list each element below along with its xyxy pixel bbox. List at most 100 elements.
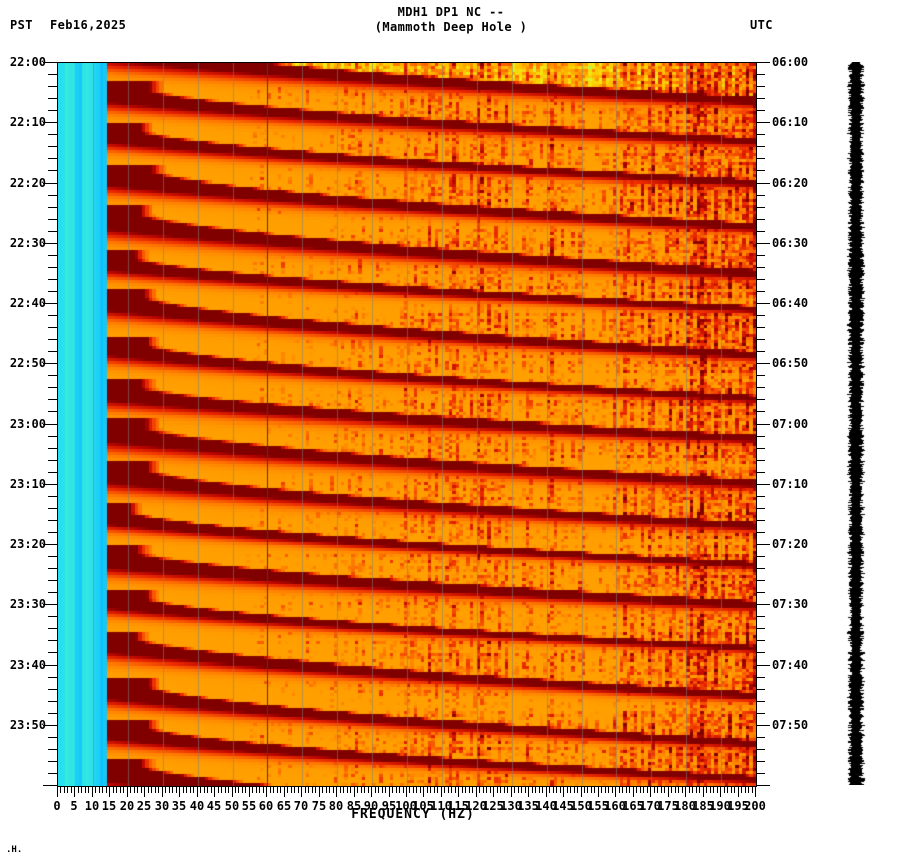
xtick-minor [462, 787, 463, 793]
ytick-left-minor [48, 207, 57, 208]
xtick-minor [242, 787, 243, 793]
xtick-minor [532, 787, 533, 793]
xtick-minor [333, 787, 334, 793]
xtick-minor [717, 787, 718, 793]
xtick-minor [186, 787, 187, 793]
ytick-right-major [756, 604, 770, 605]
ytick-right-minor [756, 207, 765, 208]
ytick-left-minor [48, 195, 57, 196]
ytick-right-major [756, 785, 770, 786]
ytick-left-major [43, 303, 57, 304]
xtick-minor [361, 787, 362, 793]
ytick-right-minor [756, 291, 765, 292]
ytick-left-minor [48, 146, 57, 147]
xtick-major [598, 787, 599, 797]
xtick-label: 115 [447, 799, 469, 813]
xtick-minor [364, 787, 365, 793]
xtick-minor [158, 787, 159, 793]
ytick-left-minor [48, 520, 57, 521]
xtick-minor [368, 787, 369, 793]
xtick-minor [85, 787, 86, 793]
xtick-minor [211, 787, 212, 793]
ytick-left-minor [48, 291, 57, 292]
xtick-minor [626, 787, 627, 793]
xtick-minor [535, 787, 536, 793]
xtick-minor [437, 787, 438, 793]
xtick-major [301, 787, 302, 797]
ytick-right-minor [756, 279, 765, 280]
xtick-minor [587, 787, 588, 793]
xtick-minor [504, 787, 505, 793]
xtick-minor [287, 787, 288, 793]
xtick-minor [497, 787, 498, 793]
xtick-minor [151, 787, 152, 793]
ytick-label-left: 23:40 [9, 658, 46, 672]
xtick-minor [647, 787, 648, 793]
xtick-minor [218, 787, 219, 793]
xtick-major [249, 787, 250, 797]
xtick-minor [123, 787, 124, 793]
xtick-minor [542, 787, 543, 793]
xtick-major [197, 787, 198, 797]
ytick-left-minor [48, 508, 57, 509]
ytick-label-right: 06:20 [772, 176, 809, 190]
ytick-right-major [756, 665, 770, 666]
ytick-left-minor [48, 773, 57, 774]
ytick-right-major [756, 303, 770, 304]
xtick-minor [165, 787, 166, 793]
xtick-minor [245, 787, 246, 793]
xtick-label: 130 [500, 799, 522, 813]
xtick-major [546, 787, 547, 797]
xtick-label: 160 [604, 799, 626, 813]
xtick-major [389, 787, 390, 797]
xtick-major [493, 787, 494, 797]
xtick-minor [392, 787, 393, 793]
xtick-minor [584, 787, 585, 793]
ytick-left-minor [48, 496, 57, 497]
xtick-minor [710, 787, 711, 793]
xtick-minor [731, 787, 732, 793]
ytick-left-minor [48, 219, 57, 220]
xtick-minor [78, 787, 79, 793]
xtick-label: 145 [552, 799, 574, 813]
xtick-minor [490, 787, 491, 793]
xtick-minor [455, 787, 456, 793]
xtick-minor [413, 787, 414, 793]
ytick-right-minor [756, 98, 765, 99]
ytick-right-minor [756, 375, 765, 376]
ytick-left-minor [48, 652, 57, 653]
ytick-left-minor [48, 134, 57, 135]
xtick-minor [228, 787, 229, 793]
ytick-label-left: 22:30 [9, 236, 46, 250]
xtick-label: 40 [189, 799, 205, 813]
ytick-label-left: 23:20 [9, 537, 46, 551]
xtick-minor [385, 787, 386, 793]
ytick-left-minor [48, 399, 57, 400]
ytick-right-minor [756, 255, 765, 256]
xtick-minor [155, 787, 156, 793]
xtick-minor [640, 787, 641, 793]
ytick-label-left: 23:30 [9, 597, 46, 611]
ytick-left-minor [48, 580, 57, 581]
ytick-right-minor [756, 701, 765, 702]
xtick-minor [207, 787, 208, 793]
xtick-major [755, 787, 756, 797]
ytick-left-minor [48, 460, 57, 461]
station-title-line2: (Mammoth Deep Hole ) [374, 20, 528, 34]
xtick-minor [661, 787, 662, 793]
xtick-label: 135 [517, 799, 539, 813]
ytick-label-right: 07:00 [772, 417, 809, 431]
xtick-minor [67, 787, 68, 793]
xtick-minor [273, 787, 274, 793]
xtick-minor [521, 787, 522, 793]
ytick-left-minor [48, 448, 57, 449]
xtick-minor [416, 787, 417, 793]
xtick-minor [525, 787, 526, 793]
ytick-label-right: 07:30 [772, 597, 809, 611]
xtick-label: 50 [224, 799, 240, 813]
xtick-label: 165 [622, 799, 644, 813]
xtick-minor [277, 787, 278, 793]
ytick-left-major [43, 544, 57, 545]
ytick-right-minor [756, 496, 765, 497]
xtick-minor [95, 787, 96, 793]
